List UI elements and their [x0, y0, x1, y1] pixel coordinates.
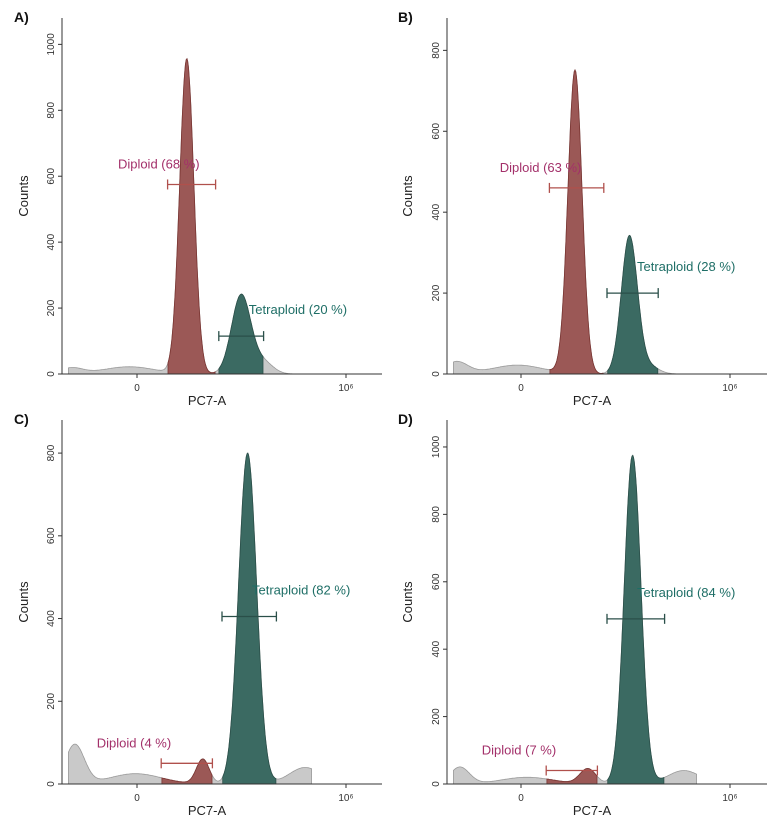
diploid-gated-area: [546, 767, 598, 785]
tetraploid-gate-marker: [221, 611, 278, 622]
x-tick-label: 0: [134, 383, 140, 394]
y-tick-label: 800: [431, 506, 442, 523]
y-tick-label: 400: [46, 233, 57, 250]
x-tick-label: 0: [518, 793, 524, 804]
y-tick-label: 800: [431, 42, 442, 59]
histogram-panel: D) 0 200 400 600 800 1000 0 10⁶ PC7-A Counts Diploi…: [398, 411, 767, 818]
y-tick-label: 400: [431, 640, 442, 657]
y-tick-label: 0: [46, 371, 57, 377]
x-axis-label: PC7-A: [573, 803, 612, 818]
tetraploid-gate-marker: [606, 288, 659, 299]
y-axis-label: Counts: [400, 581, 415, 623]
y-tick-label: 800: [46, 444, 57, 461]
diploid-gate-marker: [166, 179, 217, 190]
x-axis-label: PC7-A: [188, 393, 227, 408]
tetraploid-gated-area: [218, 293, 264, 375]
y-tick-label: 200: [46, 299, 57, 316]
diploid-gate-label: Diploid (4 %): [97, 735, 171, 750]
panel-label: A): [14, 9, 29, 25]
x-axis-label: PC7-A: [188, 803, 227, 818]
y-tick-label: 1000: [46, 33, 57, 56]
y-tick-label: 0: [431, 371, 442, 377]
diploid-gated-area: [167, 57, 216, 375]
tetraploid-gate-label: Tetraploid (28 %): [637, 259, 735, 274]
tetraploid-gate-marker: [218, 331, 265, 342]
x-tick-label: 10⁶: [722, 793, 737, 804]
y-tick-label: 200: [46, 692, 57, 709]
y-axis-label: Counts: [400, 175, 415, 217]
panel-label: C): [14, 411, 29, 427]
diploid-gated-area: [161, 758, 213, 785]
y-axis-label: Counts: [16, 175, 31, 217]
panel-label: B): [398, 9, 413, 25]
diploid-gate-marker: [548, 182, 605, 193]
tetraploid-gated-area: [607, 454, 665, 785]
diploid-gate-label: Diploid (7 %): [482, 743, 556, 758]
x-tick-label: 0: [134, 793, 140, 804]
panel-label: D): [398, 411, 413, 427]
tetraploid-gated-area: [222, 452, 277, 785]
tetraploid-gated-area: [607, 234, 659, 375]
y-tick-label: 200: [431, 708, 442, 725]
y-tick-label: 600: [46, 527, 57, 544]
histogram-panel: B) 0 200 400 600 800 0 10⁶ PC7-A Counts Diploid (6…: [398, 9, 767, 408]
tetraploid-gate-label: Tetraploid (20 %): [249, 302, 347, 317]
y-tick-label: 600: [46, 167, 57, 184]
diploid-gated-area: [549, 68, 604, 375]
x-tick-label: 10⁶: [722, 383, 737, 394]
x-tick-label: 0: [518, 383, 524, 394]
y-tick-label: 0: [431, 781, 442, 787]
diploid-gate-label: Diploid (63 %): [500, 160, 582, 175]
y-tick-label: 400: [431, 203, 442, 220]
y-tick-label: 400: [46, 610, 57, 627]
x-tick-label: 10⁶: [338, 383, 353, 394]
tetraploid-gate-marker: [606, 613, 666, 624]
histogram-area: [453, 454, 697, 785]
histogram-panel: C) 0 200 400 600 800 0 10⁶ PC7-A Counts Diploid (4…: [14, 411, 382, 818]
y-axis-label: Counts: [16, 581, 31, 623]
y-tick-label: 600: [431, 122, 442, 139]
y-tick-label: 800: [46, 102, 57, 119]
diploid-gate-label: Diploid (68 %): [118, 156, 200, 171]
y-tick-label: 200: [431, 284, 442, 301]
tetraploid-gate-label: Tetraploid (84 %): [637, 585, 735, 600]
diploid-gate-marker: [545, 765, 599, 776]
x-tick-label: 10⁶: [338, 793, 353, 804]
diploid-gate-marker: [160, 758, 214, 769]
tetraploid-gate-label: Tetraploid (82 %): [252, 582, 350, 597]
y-tick-label: 1000: [431, 435, 442, 458]
x-axis-label: PC7-A: [573, 393, 612, 408]
histogram-panel: A) 0 200 400 600 800 1000 0 10⁶ PC7-A Counts Diploi…: [14, 9, 382, 408]
y-tick-label: 600: [431, 573, 442, 590]
y-tick-label: 0: [46, 781, 57, 787]
